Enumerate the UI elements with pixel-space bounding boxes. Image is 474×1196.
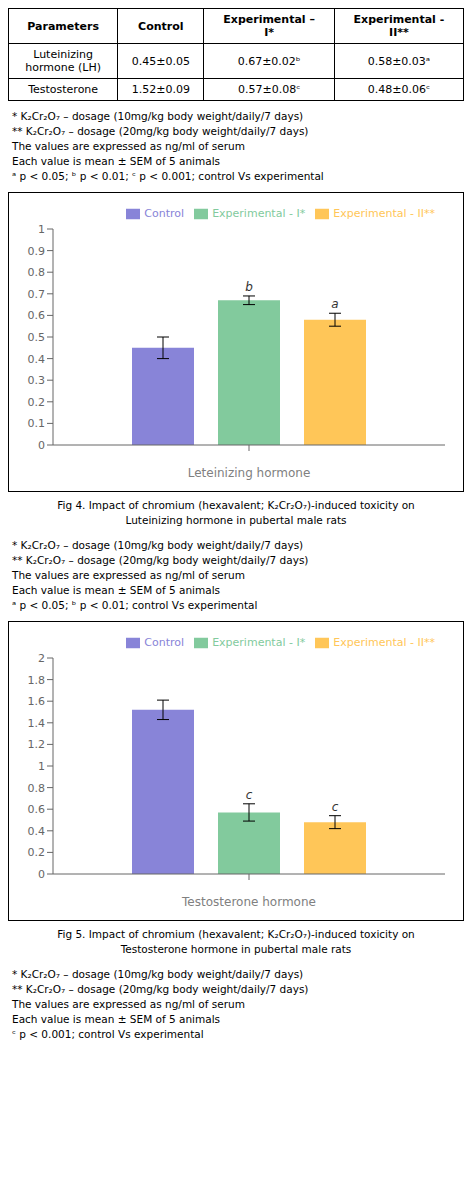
html-text:** K₂Cr₂O₇ – dosage (20mg/kg b: ** K₂Cr₂O₇ – dosage (20mg/kg body weight… (12, 125, 309, 137)
svg-text:0.4: 0.4 (28, 353, 46, 366)
html-text:* K₂Cr₂O₇ – dosage (10mg/kg bo: * K₂Cr₂O₇ – dosage (10mg/kg body weight/… (12, 110, 304, 122)
html-text:Fig 4. Impact of chromium (hex: Fig 4. Impact of chromium (hexavalent; K… (57, 499, 415, 511)
html-text:* K₂Cr₂O₇ – dosage (10mg/kg bo: * K₂Cr₂O₇ – dosage (10mg/kg body weight/… (12, 539, 304, 551)
svg-text:Testosterone hormone: Testosterone hormone (181, 895, 316, 909)
svg-text:b: b (245, 280, 253, 294)
svg-text:1.6: 1.6 (28, 695, 46, 708)
svg-text:0.7: 0.7 (28, 288, 46, 301)
svg-text:0.8: 0.8 (28, 266, 46, 279)
html-text:Experimental - II**: Experimental - II** (333, 636, 435, 649)
svg-text:0.4: 0.4 (28, 825, 46, 838)
html-text:Experimental - I*: Experimental - I* (212, 636, 306, 649)
svg-text:0.8: 0.8 (28, 782, 46, 795)
html-text:Control: Control (138, 19, 184, 33)
html-text:Experimental – I*: Experimental – I* (223, 13, 315, 39)
html-text:Fig 5. Impact of chromium (hex: Fig 5. Impact of chromium (hexavalent; K… (57, 928, 415, 940)
html-text:1.52±0.09: 1.52±0.09 (131, 83, 190, 96)
html-text:* K₂Cr₂O₇ – dosage (10mg/kg bo: * K₂Cr₂O₇ – dosage (10mg/kg body weight/… (12, 968, 304, 980)
html-text:** K₂Cr₂O₇ – dosage (20mg/kg b: ** K₂Cr₂O₇ – dosage (20mg/kg body weight… (12, 983, 309, 995)
html-text:Testosterone: Testosterone (28, 83, 99, 96)
svg-text:0.3: 0.3 (28, 374, 46, 387)
html-text:Each value is mean ± SEM of 5: Each value is mean ± SEM of 5 animals (12, 584, 221, 596)
svg-text:0.5: 0.5 (28, 331, 46, 344)
svg-text:c: c (332, 800, 339, 814)
svg-text:1.8: 1.8 (28, 674, 46, 687)
html-text:Experimental - II**: Experimental - II** (333, 207, 435, 220)
html-text:0.45±0.05: 0.45±0.05 (131, 54, 190, 68)
html-text:ᵃ p < 0.05; ᵇ p < 0.01; contro: ᵃ p < 0.05; ᵇ p < 0.01; control Vs exper… (12, 599, 258, 611)
html-text:Each value is mean ± SEM of 5: Each value is mean ± SEM of 5 animals (12, 155, 221, 167)
html-text:0.58±0.03ᵃ: 0.58±0.03ᵃ (367, 54, 431, 68)
svg-text:a: a (331, 297, 338, 311)
html-text:0.57±0.08ᶜ: 0.57±0.08ᶜ (238, 83, 301, 96)
svg-text:0.9: 0.9 (28, 245, 46, 258)
html-text:Luteinizing hormone (LH): Luteinizing hormone (LH) (25, 48, 101, 74)
html-text:Testosterone hormone in pubert: Testosterone hormone in pubertal male ra… (120, 943, 352, 955)
html-text:Each value is mean ± SEM of 5: Each value is mean ± SEM of 5 animals (12, 1013, 221, 1025)
html-text:ᵃ p < 0.05; ᵇ p < 0.01; ᶜ p <: ᵃ p < 0.05; ᵇ p < 0.01; ᶜ p < 0.001; con… (12, 170, 324, 182)
svg-text:0: 0 (38, 439, 45, 452)
svg-text:0.2: 0.2 (28, 846, 46, 859)
svg-text:Leteinizing hormone: Leteinizing hormone (188, 466, 311, 480)
html-text:0.48±0.06ᶜ: 0.48±0.06ᶜ (367, 83, 430, 96)
svg-text:0.2: 0.2 (28, 396, 46, 409)
html-text:The values are expressed as ng: The values are expressed as ng/ml of ser… (12, 140, 245, 152)
html-text:The values are expressed as ng: The values are expressed as ng/ml of ser… (12, 998, 245, 1010)
svg-text:1: 1 (38, 760, 45, 773)
html-text:Experimental - II**: Experimental - II** (353, 13, 445, 39)
html-text:ᶜ p < 0.001; control Vs experi: ᶜ p < 0.001; control Vs experimental (12, 1028, 204, 1040)
svg-text:2: 2 (38, 652, 45, 665)
html-text:Experimental - I*: Experimental - I* (212, 207, 306, 220)
html-text:** K₂Cr₂O₇ – dosage (20mg/kg b: ** K₂Cr₂O₇ – dosage (20mg/kg body weight… (12, 554, 309, 566)
svg-text:0.6: 0.6 (28, 309, 46, 322)
html-text:Control: Control (144, 207, 185, 220)
svg-text:0.1: 0.1 (28, 417, 46, 430)
html-text:The values are expressed as ng: The values are expressed as ng/ml of ser… (12, 569, 245, 581)
svg-text:1: 1 (38, 223, 45, 236)
svg-text:0.6: 0.6 (28, 803, 46, 816)
svg-text:0: 0 (38, 868, 45, 881)
svg-text:1.2: 1.2 (28, 738, 46, 751)
html-text:Luteinizing hormone in puberta: Luteinizing hormone in pubertal male rat… (125, 514, 347, 526)
html-text:Control: Control (144, 636, 185, 649)
svg-text:c: c (246, 788, 253, 802)
html-text:0.67±0.02ᵇ: 0.67±0.02ᵇ (237, 54, 301, 68)
svg-text:1.4: 1.4 (28, 717, 46, 730)
html-text:Parameters: Parameters (27, 19, 99, 33)
